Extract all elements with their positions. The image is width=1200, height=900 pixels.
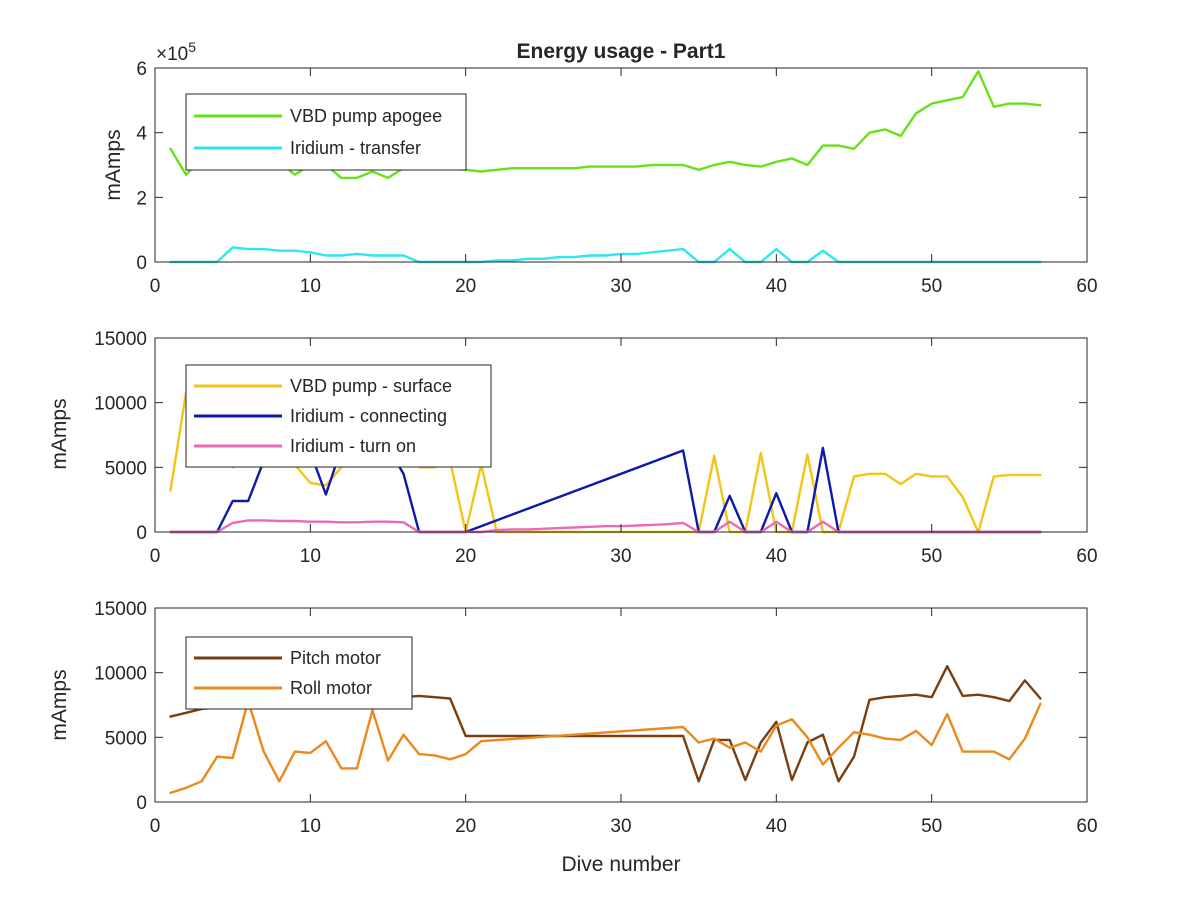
x-tick-label: 40 [766,546,787,567]
plot-area-frame [154,607,1088,803]
legend-entry-label: Roll motor [290,678,372,698]
legend-entry-label: Iridium - turn on [290,436,416,456]
legend-box [185,93,467,171]
y-tick-label: 6 [136,59,147,80]
y-axis-label: mAmps [48,398,71,469]
y-tick-label: 15000 [94,599,147,620]
x-tick-label: 60 [1076,546,1097,567]
x-tick-label: 30 [610,276,631,297]
legend-entry-label: Pitch motor [290,648,381,668]
y-exponent-label: ×105 [156,39,196,65]
legend-box [185,636,413,710]
y-tick-label: 2 [136,188,147,209]
x-tick-label: 10 [300,816,321,837]
x-tick-label: 60 [1076,816,1097,837]
y-tick-label: 10000 [94,664,147,685]
x-axis-label: Dive number [561,853,680,876]
plot-area-frame [154,67,1088,263]
x-tick-label: 50 [921,816,942,837]
x-tick-label: 20 [455,276,476,297]
series-line-roll-motor [169,699,1042,795]
x-tick-label: 50 [921,276,942,297]
legend-entry-label: Iridium - transfer [290,138,421,158]
x-tick-label: 30 [610,816,631,837]
y-tick-label: 4 [136,124,147,145]
y-tick-label: 0 [136,523,147,544]
y-tick-label: 15000 [94,329,147,350]
x-tick-label: 20 [455,546,476,567]
y-tick-label: 10000 [94,394,147,415]
legend-entry-label: VBD pump apogee [290,106,442,126]
x-tick-label: 60 [1076,276,1097,297]
x-tick-label: 20 [455,816,476,837]
x-tick-label: 10 [300,546,321,567]
plot-area-frame [154,337,1088,533]
y-tick-label: 0 [136,253,147,274]
legend: VBD pump - surface Iridium - connecting Ir… [185,364,492,468]
x-tick-label: 10 [300,276,321,297]
legend: Pitch motor Roll motor [185,636,413,710]
x-tick-label: 50 [921,546,942,567]
legend-entry-label: Iridium - connecting [290,406,447,426]
y-tick-label: 5000 [105,458,147,479]
x-tick-label: 40 [766,816,787,837]
y-tick-label: 5000 [105,728,147,749]
x-tick-label: 40 [766,276,787,297]
subplot-surface-and-iridium: mAmps 0 10 20 30 40 50 60 0 5000 10000 15000 VBD p… [48,329,1098,567]
legend: VBD pump apogee Iridium - transfer [185,93,467,171]
y-axis-label: mAmps [102,129,125,200]
y-tick-label: 0 [136,793,147,814]
subplot-energy-pump-apogee: Energy usage - Part1 mAmps ×105 0 10 20 30 4… [102,39,1098,297]
x-tick-label: 0 [150,816,161,837]
x-tick-label: 30 [610,546,631,567]
chart-title: Energy usage - Part1 [517,40,726,63]
x-tick-label: 0 [150,276,161,297]
subplot-motors: mAmps Dive number 0 10 20 30 40 50 60 0 5000 1000… [48,599,1098,876]
x-tick-label: 0 [150,546,161,567]
legend-entry-label: VBD pump - surface [290,376,452,396]
y-axis-label: mAmps [48,669,71,740]
